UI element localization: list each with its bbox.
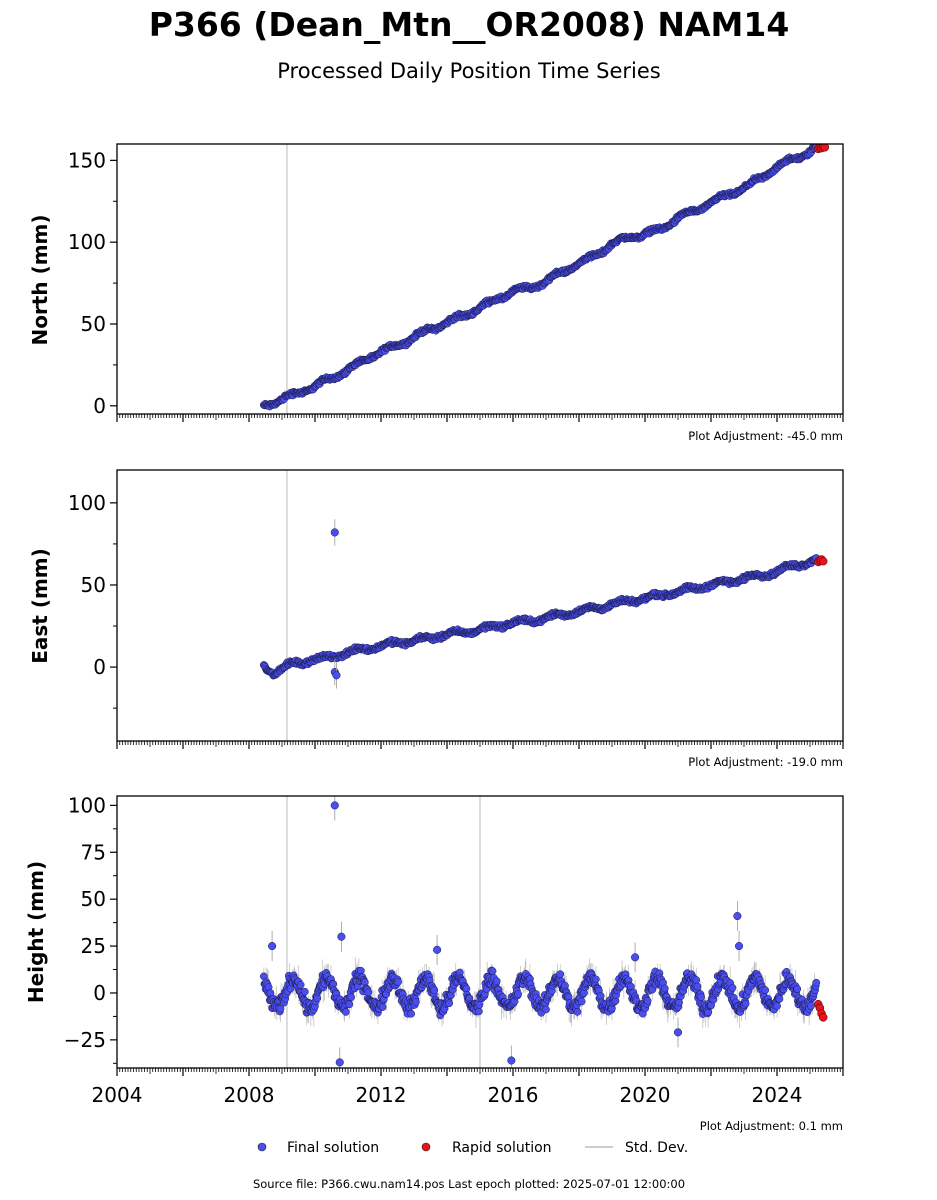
height-final-point xyxy=(660,984,669,993)
north-ytick-label: 50 xyxy=(81,312,106,336)
height-final-point xyxy=(475,1000,484,1009)
east-rapid-point xyxy=(818,556,828,566)
source-note: Source file: P366.cwu.nam14.pos Last epo… xyxy=(253,1177,685,1191)
height-adjustment: Plot Adjustment: 0.1 mm xyxy=(700,1119,843,1133)
legend-final-label: Final solution xyxy=(287,1140,379,1156)
north-ytick-label: 150 xyxy=(68,148,106,172)
height-xtick-label: 2020 xyxy=(620,1083,671,1107)
height-final-point xyxy=(693,982,702,991)
north-axes-frame xyxy=(116,143,844,415)
height-xtick-label: 2008 xyxy=(224,1083,275,1107)
height-final-point xyxy=(775,995,784,1003)
height-xtick-label: 2016 xyxy=(488,1083,539,1107)
height-final-point xyxy=(300,987,309,996)
height-ytick-label: 75 xyxy=(81,840,106,864)
height-final-point xyxy=(692,976,701,984)
height-final-point xyxy=(577,997,586,1006)
height-panel: Height (mm) Plot Adjustment: 0.1 mm −25 0… xyxy=(24,793,844,1133)
height-final-point xyxy=(296,981,305,989)
height-outlier-point xyxy=(631,953,640,962)
height-final-point xyxy=(573,1007,582,1016)
height-final-point xyxy=(592,975,600,984)
height-outlier-point xyxy=(507,1056,516,1065)
height-final-point xyxy=(488,967,497,975)
east-axes-frame xyxy=(116,469,844,742)
north-ytick-label: 0 xyxy=(93,394,106,418)
height-final-point xyxy=(412,998,420,1006)
height-final-point xyxy=(812,978,821,987)
height-final-point xyxy=(475,1007,483,1016)
east-outlier-point xyxy=(330,528,339,537)
height-final-point xyxy=(430,986,439,994)
height-final-point xyxy=(556,970,565,979)
height-outlier-point xyxy=(268,942,277,951)
height-final-point xyxy=(773,1002,781,1010)
legend-final-marker xyxy=(257,1142,267,1152)
height-final-point xyxy=(542,1005,550,1014)
height-final-point xyxy=(341,1008,350,1016)
east-plot-area xyxy=(260,470,828,741)
east-panel: East (mm) Plot Adjustment: -19.0 mm 0 50 1… xyxy=(28,469,844,769)
east-ytick-label: 100 xyxy=(68,491,106,515)
height-ytick-label: 100 xyxy=(68,793,106,817)
legend-rapid-label: Rapid solution xyxy=(452,1140,552,1156)
east-adjustment: Plot Adjustment: -19.0 mm xyxy=(688,755,843,769)
legend: Final solution Rapid solution Std. Dev. xyxy=(257,1140,688,1156)
height-final-point xyxy=(347,993,356,1002)
north-ytick-label: 100 xyxy=(68,230,106,254)
height-ytick-label: −25 xyxy=(64,1028,106,1052)
east-ylabel: East (mm) xyxy=(28,548,52,664)
height-xtick-label: 2004 xyxy=(92,1083,143,1107)
chart-title: P366 (Dean_Mtn__OR2008) NAM14 xyxy=(149,5,790,44)
height-outlier-point xyxy=(337,932,346,941)
height-final-point xyxy=(741,999,750,1008)
height-final-point xyxy=(793,985,802,993)
height-final-point xyxy=(596,992,605,1000)
height-final-point xyxy=(378,1003,387,1011)
height-final-point xyxy=(407,1009,416,1018)
height-final-point xyxy=(492,977,501,985)
north-adjustment: Plot Adjustment: -45.0 mm xyxy=(688,429,843,443)
height-xtick-label: 2012 xyxy=(356,1083,407,1107)
east-ytick-label: 0 xyxy=(93,655,106,679)
height-ytick-label: 0 xyxy=(93,981,106,1005)
height-final-point xyxy=(643,996,652,1005)
legend-rapid-marker xyxy=(421,1142,431,1152)
height-outlier-point xyxy=(733,912,742,921)
height-outlier-point xyxy=(335,1058,344,1067)
north-rapid-point xyxy=(820,144,830,152)
north-plot-area xyxy=(260,144,830,414)
height-ylabel: Height (mm) xyxy=(24,861,48,1003)
height-final-point xyxy=(675,998,683,1007)
height-final-point xyxy=(364,988,373,997)
north-ylabel: North (mm) xyxy=(28,214,52,345)
height-final-point xyxy=(345,1000,354,1009)
height-final-point xyxy=(276,1004,285,1013)
height-final-point xyxy=(761,986,770,994)
height-final-point xyxy=(697,993,705,1002)
height-ytick-label: 50 xyxy=(81,887,106,911)
north-panel: North (mm) Plot Adjustment: -45.0 mm 0 50… xyxy=(28,143,844,443)
height-ytick-label: 25 xyxy=(81,934,106,958)
height-final-point xyxy=(514,990,522,999)
height-final-point xyxy=(356,966,365,975)
height-outlier-point xyxy=(673,1028,683,1037)
height-rapid-point xyxy=(818,1013,828,1022)
height-outlier-point xyxy=(433,945,442,954)
height-final-point xyxy=(394,978,402,986)
chart-subtitle: Processed Daily Position Time Series xyxy=(277,59,661,83)
height-outlier-point xyxy=(735,942,744,951)
height-plot-area xyxy=(260,796,828,1068)
height-xtick-label: 2024 xyxy=(752,1083,803,1107)
height-final-point xyxy=(313,994,322,1003)
east-outlier-point xyxy=(332,671,341,680)
height-final-point xyxy=(445,999,454,1008)
height-final-point xyxy=(728,983,737,992)
legend-std-label: Std. Dev. xyxy=(625,1140,688,1156)
east-ytick-label: 50 xyxy=(81,573,106,597)
height-outlier-point xyxy=(330,801,339,810)
height-final-point xyxy=(807,1002,815,1010)
